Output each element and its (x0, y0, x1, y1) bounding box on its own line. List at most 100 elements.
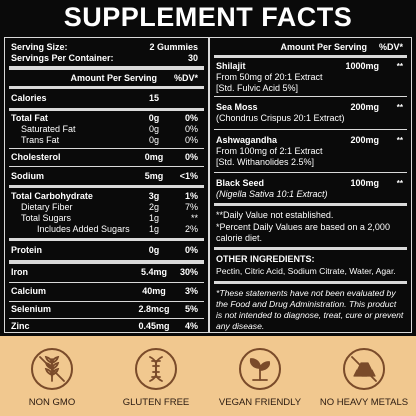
column-divider (208, 38, 210, 332)
nutrient-row: Total Sugars 1g ** (21, 213, 202, 224)
disclaimer-line: *These statements have not been evaluate… (216, 288, 396, 298)
ingredient-dv: ** (396, 103, 403, 112)
nutrient-name: Zinc (11, 321, 30, 331)
gluten-free-badge (135, 348, 177, 390)
nutrient-name: Total Carbohydrate (11, 191, 93, 201)
nutrient-name: Includes Added Sugars (37, 224, 130, 234)
nutrient-name: Trans Fat (21, 135, 60, 145)
nutrient-dv: 1% (184, 191, 198, 201)
ingredient-sub: From 50mg of 20:1 Extract (216, 72, 323, 82)
facts-table: Serving Size: 2 Gummies Servings Per Con… (4, 37, 412, 333)
divider (9, 166, 204, 167)
ingredient-dv: ** (396, 136, 403, 145)
badge-label: NON GMO (28, 397, 76, 408)
nutrient-row: Dietary Fiber 2g 7% (21, 202, 202, 213)
divider-thick (9, 66, 204, 70)
nutrient-amount: 0.45mg (138, 321, 170, 331)
non-gmo-badge (31, 348, 73, 390)
nutrient-amount: 40mg (142, 286, 166, 296)
nutrient-amount: 2g (148, 202, 159, 212)
nutrient-name: Total Fat (11, 113, 48, 123)
divider (214, 172, 407, 173)
divider-thick (9, 86, 204, 89)
nutrient-amount: 0g (148, 135, 159, 145)
nutrient-name: Protein (11, 245, 43, 255)
divider-thick (214, 281, 407, 284)
nutrient-dv: 7% (184, 202, 198, 212)
nutrient-dv: 30% (179, 267, 198, 277)
divider (9, 185, 204, 188)
badge-label: GLUTEN FREE (122, 397, 190, 408)
nutrient-amount: 0g (148, 245, 160, 255)
divider-thick (214, 247, 407, 250)
ingredient-amount: 100mg (350, 178, 379, 188)
serving-size-row: Serving Size: 2 Gummies (11, 42, 202, 53)
divider (9, 148, 204, 149)
dna-icon (149, 356, 163, 382)
nutrient-name: Selenium (11, 304, 52, 314)
nutrient-name: Cholesterol (11, 152, 61, 162)
nutrient-dv: <1% (179, 171, 198, 181)
nutrient-dv: 4% (184, 321, 198, 331)
nutrient-amount: 15 (148, 93, 159, 103)
divider (9, 282, 204, 283)
servings-value: 30 (187, 53, 198, 63)
panel-title: SUPPLEMENT FACTS (63, 2, 353, 32)
supplement-facts-panel: SUPPLEMENT FACTS Serving Size: 2 Gummies… (0, 0, 416, 336)
note-dv: **Daily Value not established. (216, 210, 334, 220)
ingredient-sub: (Nigella Sativa 10:1 Extract) (216, 189, 328, 199)
nutrient-row: Sodium 5mg <1% (11, 171, 202, 182)
divider-thick (214, 203, 407, 206)
nutrient-dv: 5% (184, 304, 198, 314)
sprout-icon (249, 358, 271, 381)
disclaimer-line: is not intended to diagnose, treat, cure… (216, 310, 404, 320)
divider (9, 318, 204, 319)
ingredient-sub: [Std. Fulvic Acid 5%] (216, 83, 299, 93)
nutrient-amount: 0g (148, 113, 160, 123)
ingredient-dv: ** (396, 179, 403, 188)
divider (9, 301, 204, 302)
nutrient-row: Saturated Fat 0g 0% (21, 124, 202, 135)
nutrient-row: Trans Fat 0g 0% (21, 135, 202, 146)
ingredient-amount: 200mg (350, 135, 379, 145)
right-header-dv: %DV* (378, 42, 403, 52)
nutrient-amount: 5.4mg (140, 267, 167, 277)
metal-bars-icon (351, 356, 377, 382)
nutrient-row: Total Fat 0g 0% (11, 113, 202, 124)
divider (214, 129, 407, 130)
ingredient-name: Ashwagandha (216, 135, 278, 145)
nutrient-dv: 0% (184, 152, 198, 162)
nutrient-row: Calcium 40mg 3% (11, 286, 202, 297)
nutrient-row: Total Carbohydrate 3g 1% (11, 191, 202, 202)
nutrient-row: Includes Added Sugars 1g 2% (37, 224, 202, 235)
ingredient-sub: (Chondrus Crispus 20:1 Extract) (216, 113, 345, 123)
nutrient-row: Zinc 0.45mg 4% (11, 321, 202, 332)
divider (9, 238, 204, 241)
divider (9, 108, 204, 111)
nutrient-name: Sodium (11, 171, 44, 181)
servings-label: Servings Per Container: (11, 53, 114, 63)
ingredient-sub: From 100mg of 2:1 Extract (216, 146, 323, 156)
vegan-friendly-badge (239, 348, 281, 390)
ingredient-name: Black Seed (216, 178, 265, 188)
badge-label: NO HEAVY METALS (319, 397, 409, 408)
nutrient-dv: 0% (184, 124, 198, 134)
ingredient-row: Sea Moss 200mg ** (216, 102, 405, 113)
nutrient-name: Total Sugars (21, 213, 72, 223)
nutrient-name: Dietary Fiber (21, 202, 73, 212)
ingredient-sub: [Std. Withanolides 2.5%] (216, 157, 315, 167)
badge-label: VEGAN FRIENDLY (218, 397, 302, 408)
ingredient-amount: 200mg (350, 102, 379, 112)
nutrient-amount: 5mg (144, 171, 164, 181)
left-header-dv: %DV* (173, 73, 198, 83)
nutrient-amount: 1g (148, 213, 159, 223)
right-header-amount: Amount Per Serving (280, 42, 367, 52)
nutrient-amount: 1g (148, 224, 159, 234)
nutrient-row: Protein 0g 0% (11, 245, 202, 256)
ingredient-name: Shilajit (216, 61, 246, 71)
left-header-amount: Amount Per Serving (70, 73, 157, 83)
nutrient-dv: 2% (184, 224, 198, 234)
nutrient-amount: 0mg (144, 152, 164, 162)
ingredient-row: Ashwagandha 200mg ** (216, 135, 405, 146)
nutrient-row: Selenium 2.8mcg 5% (11, 304, 202, 315)
